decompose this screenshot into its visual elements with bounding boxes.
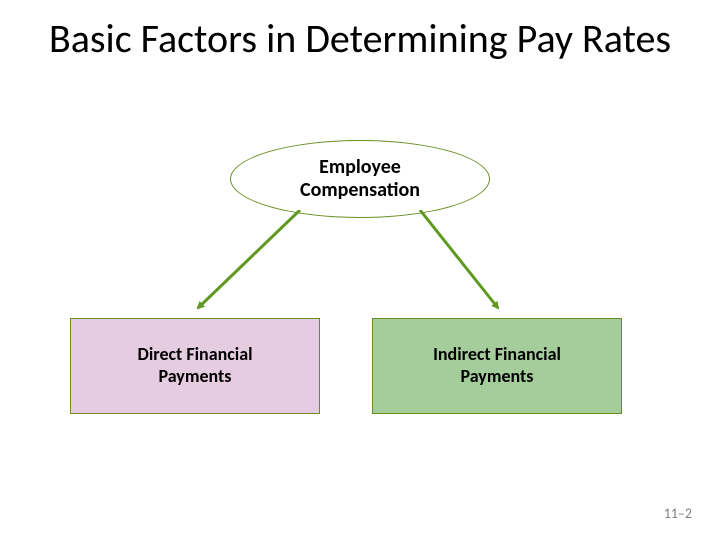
child-node-direct-financial-payments: Direct FinancialPayments [70, 318, 320, 414]
slide: Basic Factors in Determining Pay Rates E… [0, 0, 720, 540]
root-node-employee-compensation: EmployeeCompensation [230, 140, 490, 218]
child-node-indirect-financial-payments: Indirect FinancialPayments [372, 318, 622, 414]
page-number: 11–2 [664, 505, 692, 522]
child-node-label: Direct FinancialPayments [137, 344, 252, 387]
root-node-label: EmployeeCompensation [300, 156, 420, 202]
edge-root-to-direct [198, 210, 300, 308]
child-node-label: Indirect FinancialPayments [433, 344, 561, 387]
page-title: Basic Factors in Determining Pay Rates [0, 16, 720, 62]
edge-root-to-indirect [420, 210, 498, 308]
